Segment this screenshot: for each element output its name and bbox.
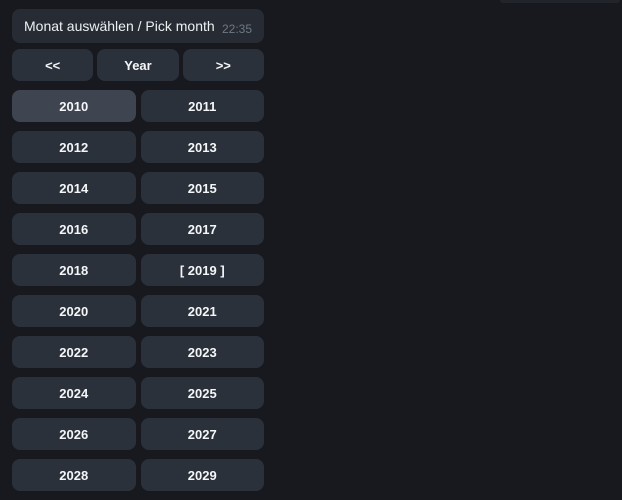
year-row: 2016 2017 bbox=[12, 213, 264, 245]
year-button-2022[interactable]: 2022 bbox=[12, 336, 136, 368]
year-row: 2028 2029 bbox=[12, 459, 264, 491]
year-mode-button[interactable]: Year bbox=[97, 49, 179, 81]
year-row: 2026 2027 bbox=[12, 418, 264, 450]
year-button-2016[interactable]: 2016 bbox=[12, 213, 136, 245]
next-years-button[interactable]: >> bbox=[182, 49, 264, 81]
year-button-2024[interactable]: 2024 bbox=[12, 377, 136, 409]
cutoff-user-bubble-edge bbox=[500, 0, 620, 3]
year-button-2021[interactable]: 2021 bbox=[140, 295, 264, 327]
year-button-2025[interactable]: 2025 bbox=[140, 377, 264, 409]
prev-years-button[interactable]: << bbox=[12, 49, 94, 81]
year-row: 2014 2015 bbox=[12, 172, 264, 204]
year-button-2029[interactable]: 2029 bbox=[140, 459, 264, 491]
year-button-2017[interactable]: 2017 bbox=[140, 213, 264, 245]
year-button-2012[interactable]: 2012 bbox=[12, 131, 136, 163]
year-button-2028[interactable]: 2028 bbox=[12, 459, 136, 491]
year-button-2018[interactable]: 2018 bbox=[12, 254, 136, 286]
bot-message-bubble: Monat auswählen / Pick month 22:35 bbox=[12, 9, 264, 43]
year-button-2013[interactable]: 2013 bbox=[140, 131, 264, 163]
message-timestamp: 22:35 bbox=[221, 22, 252, 36]
year-button-2027[interactable]: 2027 bbox=[140, 418, 264, 450]
year-row: 2012 2013 bbox=[12, 131, 264, 163]
year-button-2014[interactable]: 2014 bbox=[12, 172, 136, 204]
inline-keyboard: << Year >> 2010 2011 2012 2013 2014 2015… bbox=[12, 49, 264, 500]
year-button-2023[interactable]: 2023 bbox=[140, 336, 264, 368]
message-text: Monat auswählen / Pick month bbox=[24, 18, 215, 34]
nav-row: << Year >> bbox=[12, 49, 264, 81]
year-row: 2022 2023 bbox=[12, 336, 264, 368]
year-row: 2018 [ 2019 ] bbox=[12, 254, 264, 286]
year-button-2026[interactable]: 2026 bbox=[12, 418, 136, 450]
year-button-2015[interactable]: 2015 bbox=[140, 172, 264, 204]
year-row: 2024 2025 bbox=[12, 377, 264, 409]
year-button-2011[interactable]: 2011 bbox=[140, 90, 264, 122]
year-button-2019-current[interactable]: [ 2019 ] bbox=[140, 254, 264, 286]
year-button-2020[interactable]: 2020 bbox=[12, 295, 136, 327]
year-row: 2010 2011 bbox=[12, 90, 264, 122]
year-button-2010[interactable]: 2010 bbox=[12, 90, 136, 122]
year-row: 2020 2021 bbox=[12, 295, 264, 327]
